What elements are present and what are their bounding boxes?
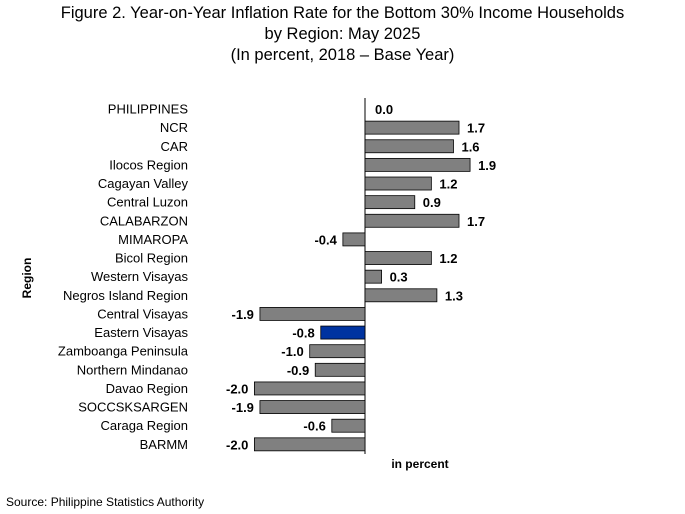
chart-title-line-1: Figure 2. Year-on-Year Inflation Rate fo… <box>60 4 625 22</box>
category-label-car: CAR <box>161 139 188 154</box>
data-label-bicol-region: 1.2 <box>439 251 457 266</box>
source-note: Source: Philippine Statistics Authority <box>6 495 205 509</box>
data-label-eastern-visayas: -0.8 <box>292 326 314 341</box>
x-axis-label: in percent <box>391 457 448 471</box>
bar-northern-mindanao <box>314 362 366 377</box>
bar-car <box>364 139 454 154</box>
data-label-caraga-region: -0.6 <box>303 419 325 434</box>
category-label-western-visayas: Western Visayas <box>91 269 189 284</box>
data-label-car: 1.6 <box>461 139 479 154</box>
bar-central-visayas <box>259 307 366 321</box>
data-label-zamboanga-peninsula: -1.0 <box>281 344 303 359</box>
bar-soccsksargen <box>259 400 366 414</box>
data-label-negros-island-region: 1.3 <box>445 288 463 303</box>
category-label-ilocos-region: Ilocos Region <box>109 157 188 172</box>
y-axis-label: Region <box>20 258 34 299</box>
bar-cagayan-valley <box>364 176 432 191</box>
bar-caraga-region <box>331 418 366 433</box>
category-label-soccsksargen: SOCCSKSARGEN <box>78 400 188 415</box>
data-label-central-visayas: -1.9 <box>232 307 254 322</box>
data-label-central-luzon: 0.9 <box>423 195 441 210</box>
category-label-calabarzon: CALABARZON <box>100 213 188 228</box>
bar-ncr <box>364 120 460 135</box>
bar-davao-region <box>253 381 366 396</box>
category-label-ncr: NCR <box>160 120 188 135</box>
bar-mimaropa <box>342 232 366 247</box>
category-label-philippines: PHILIPPINES <box>108 102 189 117</box>
category-label-mimaropa: MIMAROPA <box>118 232 188 247</box>
data-label-northern-mindanao: -0.9 <box>287 363 309 378</box>
category-label-negros-island-region: Negros Island Region <box>63 288 188 303</box>
category-label-central-luzon: Central Luzon <box>107 195 188 210</box>
bar-calabarzon <box>364 213 460 228</box>
bar-negros-island-region <box>364 288 438 303</box>
data-label-soccsksargen: -1.9 <box>232 400 254 415</box>
chart-title-line-2: by Region: May 2025 <box>264 25 421 43</box>
category-label-barmm: BARMM <box>140 437 188 452</box>
data-label-cagayan-valley: 1.2 <box>439 177 457 192</box>
bar-zamboanga-peninsula <box>309 344 366 359</box>
chart-title: Figure 2. Year-on-Year Inflation Rate fo… <box>0 3 685 66</box>
category-label-zamboanga-peninsula: Zamboanga Peninsula <box>58 344 189 359</box>
data-label-mimaropa: -0.4 <box>314 232 337 247</box>
data-label-philippines: 0.0 <box>375 102 393 117</box>
chart-title-line-3: (In percent, 2018 – Base Year) <box>230 46 455 64</box>
category-label-central-visayas: Central Visayas <box>97 306 188 321</box>
bar-ilocos-region <box>364 157 471 172</box>
data-label-calabarzon: 1.7 <box>467 214 485 229</box>
bar-bicol-region <box>364 251 432 265</box>
bar-eastern-visayas <box>320 325 366 340</box>
category-label-caraga-region: Caraga Region <box>101 418 188 433</box>
chart-marks: PHILIPPINES 0.0 NCR 1.7 CAR 1.6 Ilocos Region 1… <box>58 102 496 453</box>
data-label-ilocos-region: 1.9 <box>478 158 496 173</box>
data-label-ncr: 1.7 <box>467 121 485 136</box>
category-label-eastern-visayas: Eastern Visayas <box>94 325 188 340</box>
category-label-cagayan-valley: Cagayan Valley <box>98 176 189 191</box>
category-label-davao-region: Davao Region <box>106 381 188 396</box>
bar-central-luzon <box>364 195 416 210</box>
data-label-western-visayas: 0.3 <box>390 270 408 285</box>
data-label-davao-region: -2.0 <box>226 381 248 396</box>
bar-western-visayas <box>364 269 382 284</box>
category-label-northern-mindanao: Northern Mindanao <box>77 362 188 377</box>
data-label-barmm: -2.0 <box>226 437 248 452</box>
bar-barmm <box>253 437 366 452</box>
category-label-bicol-region: Bicol Region <box>115 251 188 266</box>
